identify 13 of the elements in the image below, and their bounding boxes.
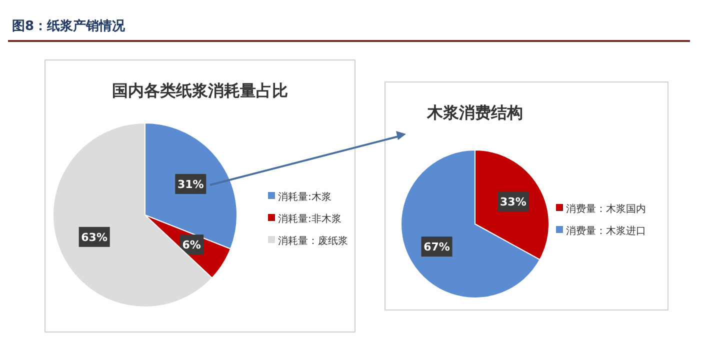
chart-title: 木浆消费结构 — [426, 103, 523, 122]
data-label: 33% — [500, 195, 526, 208]
data-label: 63% — [81, 230, 108, 244]
chart-title: 国内各类纸浆消耗量占比 — [112, 81, 288, 100]
legend-label: 消耗量:木浆 — [278, 191, 332, 203]
legend-label: 消费量：木浆进口 — [566, 225, 646, 237]
caption: 图8：纸浆产销情况 — [12, 18, 126, 34]
legend-label: 消费量：木浆国内 — [566, 203, 646, 215]
data-label: 31% — [177, 178, 204, 191]
data-label: 67% — [424, 240, 450, 254]
data-label: 6% — [182, 238, 201, 252]
legend-label: 消耗量:非木浆 — [278, 213, 342, 225]
legend-label: 消耗量：废纸浆 — [278, 235, 348, 247]
